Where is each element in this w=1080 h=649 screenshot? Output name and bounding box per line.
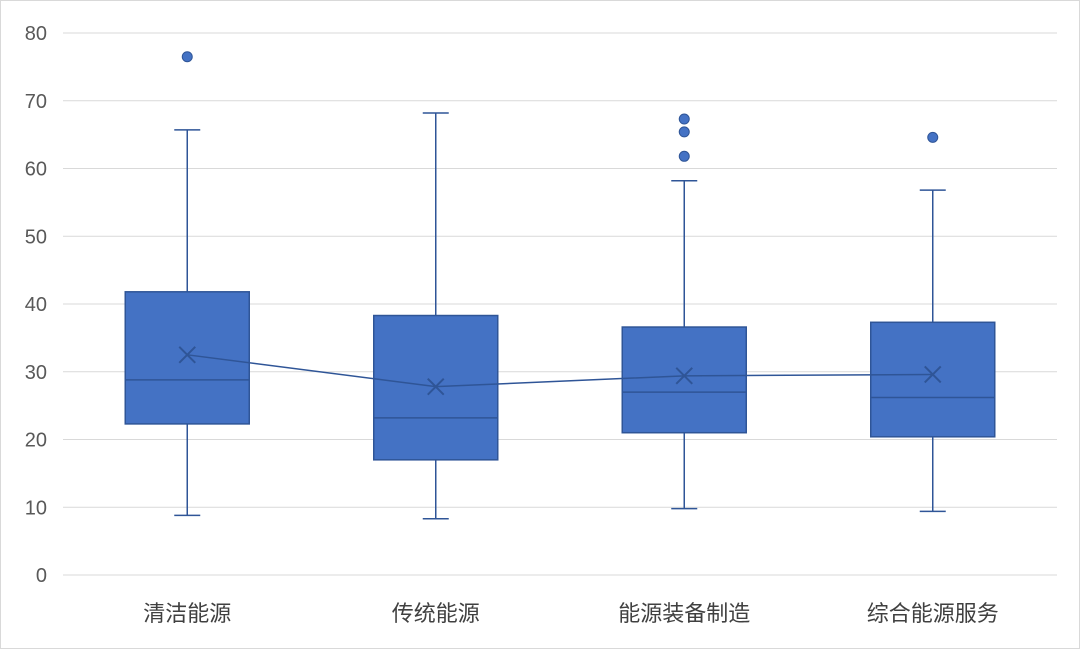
outlier-point (678, 126, 690, 138)
y-tick-label: 30 (25, 362, 47, 384)
outlier-point (927, 131, 939, 143)
x-category-label: 传统能源 (392, 602, 480, 627)
x-category-label: 清洁能源 (143, 602, 231, 627)
outlier-point (181, 51, 193, 63)
mean-marker (178, 346, 196, 364)
y-tick-label: 0 (36, 565, 47, 587)
y-tick-label: 10 (25, 497, 47, 519)
mean-marker (427, 377, 445, 396)
y-tick-label: 20 (25, 430, 47, 452)
outlier-point (678, 113, 690, 125)
y-tick-label: 40 (25, 294, 47, 316)
mean-marker (924, 365, 942, 384)
box-iqr (621, 326, 747, 434)
box-iqr (870, 321, 996, 438)
outlier-point (678, 150, 690, 162)
y-tick-label: 70 (25, 91, 47, 113)
y-tick-label: 60 (25, 159, 47, 181)
box-iqr (124, 291, 250, 425)
mean-line (187, 354, 933, 388)
x-category-label: 综合能源服务 (867, 602, 999, 627)
y-tick-label: 80 (25, 23, 47, 45)
mean-marker (675, 367, 693, 385)
x-category-label: 能源装备制造 (618, 602, 750, 627)
y-tick-label: 50 (25, 226, 47, 248)
